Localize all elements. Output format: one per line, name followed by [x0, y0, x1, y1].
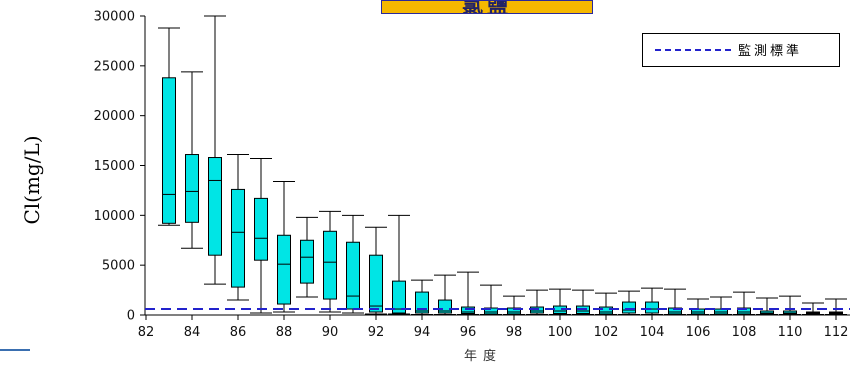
box-103 [618, 290, 640, 316]
box-iqr [645, 301, 659, 314]
x-tick-label: 88 [276, 325, 293, 340]
box-iqr [346, 241, 360, 310]
box-89 [296, 216, 318, 298]
box-iqr [392, 280, 406, 314]
box-93 [388, 214, 410, 315]
x-tick-label: 92 [368, 325, 385, 340]
box-107 [710, 296, 732, 316]
box-106 [687, 298, 709, 316]
box-86 [227, 154, 249, 301]
legend-standard-label: 監測標準 [738, 44, 803, 59]
box-iqr [369, 254, 383, 313]
box-88 [273, 180, 295, 313]
x-tick-label: 84 [184, 325, 201, 340]
x-tick-label: 102 [594, 325, 619, 340]
x-tick-label: 94 [414, 325, 431, 340]
chart-title-box: 氯鹽 [381, 0, 593, 14]
box-iqr [323, 230, 337, 300]
x-tick-label: 104 [640, 325, 665, 340]
box-105 [664, 288, 686, 316]
x-axis-label: 年度 [463, 349, 502, 364]
x-tick-label: 110 [778, 325, 803, 340]
box-109 [756, 297, 778, 316]
y-tick-label: 5000 [102, 259, 135, 274]
box-iqr [622, 301, 636, 314]
box-97 [480, 284, 502, 316]
x-tick-label: 82 [138, 325, 155, 340]
x-tick-label: 100 [548, 325, 573, 340]
box-87 [250, 158, 272, 314]
box-84 [181, 71, 203, 249]
y-axis-label: Cl(mg/L) [20, 135, 44, 225]
box-94 [411, 279, 433, 316]
box-111 [802, 302, 824, 316]
box-108 [733, 291, 755, 316]
box-iqr [254, 197, 268, 261]
box-100 [549, 288, 571, 316]
x-tick-label: 98 [506, 325, 523, 340]
y-tick-label: 30000 [94, 10, 135, 25]
y-tick-label: 25000 [94, 59, 135, 74]
y-tick-label: 0 [127, 309, 135, 324]
box-iqr [599, 306, 613, 315]
box-101 [572, 289, 594, 316]
box-iqr [162, 77, 176, 224]
box-91 [342, 214, 364, 314]
box-102 [595, 292, 617, 316]
box-112 [825, 298, 847, 316]
box-iqr [300, 239, 314, 284]
box-90 [319, 210, 341, 313]
box-99 [526, 289, 548, 316]
x-tick-label: 96 [460, 325, 477, 340]
box-iqr [208, 157, 222, 256]
box-92 [365, 226, 387, 315]
box-iqr [231, 188, 245, 288]
x-tick-label: 112 [824, 325, 849, 340]
slide-edge-line [0, 349, 30, 351]
y-tick-label: 10000 [94, 209, 135, 224]
box-iqr [484, 307, 498, 315]
box-96 [457, 271, 479, 316]
box-104 [641, 287, 663, 316]
x-tick-label: 86 [230, 325, 247, 340]
legend-standard-line-swatch [655, 49, 731, 51]
x-tick-label: 106 [686, 325, 711, 340]
box-110 [779, 295, 801, 316]
legend: 監測標準 [642, 33, 840, 67]
y-tick-label: 15000 [94, 159, 135, 174]
box-iqr [185, 154, 199, 223]
box-iqr [461, 306, 475, 315]
chart-title: 氯鹽 [462, 0, 512, 14]
box-85 [204, 15, 226, 285]
y-tick-label: 20000 [94, 109, 135, 124]
x-tick-label: 90 [322, 325, 339, 340]
box-iqr [277, 234, 291, 305]
x-tick-label: 108 [732, 325, 757, 340]
box-83 [158, 27, 180, 226]
box-98 [503, 295, 525, 316]
box-iqr [415, 291, 429, 314]
